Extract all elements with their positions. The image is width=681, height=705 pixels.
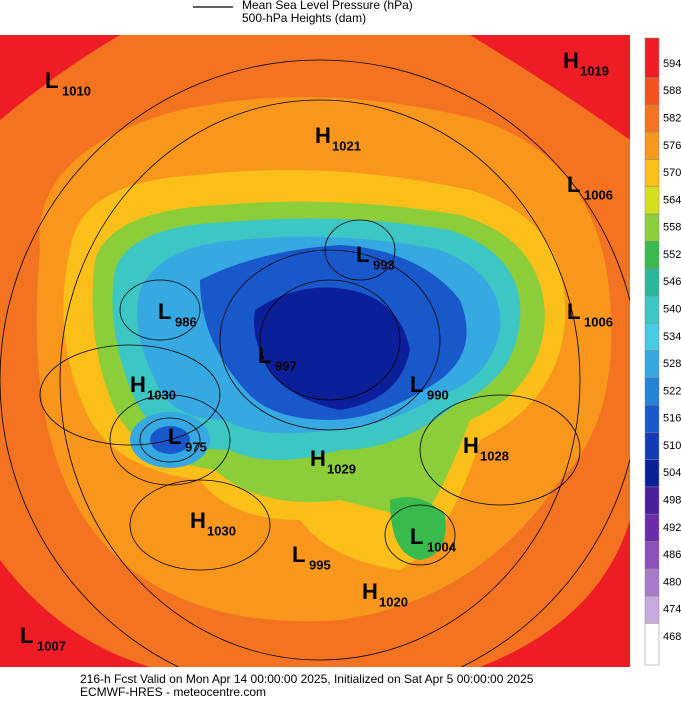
colorbar-label: 492 bbox=[663, 522, 681, 534]
colorbar-label: 582 bbox=[663, 112, 681, 124]
center-value: 990 bbox=[427, 387, 449, 402]
colorbar-box bbox=[644, 268, 660, 297]
colorbar-box bbox=[644, 159, 660, 188]
legend-label: Mean Sea Level Pressure (hPa) bbox=[242, 0, 413, 12]
center-letter: H bbox=[310, 446, 326, 471]
center-letter: L bbox=[410, 372, 423, 397]
center-letter: L bbox=[410, 524, 423, 549]
colorbar-box bbox=[644, 623, 660, 666]
center-letter: H bbox=[563, 48, 579, 73]
colorbar-box bbox=[644, 459, 660, 488]
center-letter: H bbox=[463, 433, 479, 458]
colorbar-label: 480 bbox=[663, 576, 681, 588]
colorbar-label: 486 bbox=[663, 549, 681, 561]
colorbar-label: 528 bbox=[663, 358, 681, 370]
colorbar-label: 576 bbox=[663, 140, 681, 152]
colorbar-box bbox=[644, 595, 660, 624]
colorbar-label: 498 bbox=[663, 494, 681, 506]
colorbar-label: 570 bbox=[663, 167, 681, 179]
colorbar-label: 516 bbox=[663, 413, 681, 425]
colorbar-box bbox=[644, 432, 660, 460]
colorbar-box bbox=[644, 295, 660, 324]
colorbar-box bbox=[644, 77, 660, 106]
center-value: 1004 bbox=[427, 539, 457, 554]
center-letter: H bbox=[190, 508, 206, 533]
center-value: 975 bbox=[185, 439, 207, 454]
colorbar-box bbox=[644, 213, 660, 242]
colorbar-label: 534 bbox=[663, 331, 681, 343]
center-value: 997 bbox=[275, 358, 297, 373]
colorbar-label: 552 bbox=[663, 249, 681, 261]
center-value: 1006 bbox=[584, 314, 613, 329]
colorbar-label: 564 bbox=[663, 194, 681, 206]
center-letter: L bbox=[356, 242, 369, 267]
center-letter: L bbox=[20, 623, 33, 648]
legend-label: 500-hPa Heights (dam) bbox=[242, 11, 366, 25]
colorbar-label: 540 bbox=[663, 303, 681, 315]
colorbar-box bbox=[644, 513, 660, 542]
colorbar-label: 468 bbox=[663, 631, 681, 643]
center-value: 1030 bbox=[207, 523, 236, 538]
center-letter: H bbox=[315, 123, 331, 148]
center-value: 993 bbox=[373, 257, 395, 272]
colorbar-box bbox=[644, 350, 660, 379]
height-band bbox=[390, 497, 446, 560]
center-letter: L bbox=[45, 68, 58, 93]
center-letter: L bbox=[567, 172, 580, 197]
colorbar-box bbox=[644, 541, 660, 570]
colorbar-box bbox=[644, 404, 660, 433]
colorbar-label: 522 bbox=[663, 385, 681, 397]
center-value: 1019 bbox=[580, 63, 609, 78]
footer-text: ECMWF-HRES - meteocentre.com bbox=[80, 685, 266, 699]
center-value: 986 bbox=[175, 314, 197, 329]
isobars bbox=[0, 59, 630, 667]
footer-text: 216-h Fcst Valid on Mon Apr 14 00:00:00 … bbox=[80, 672, 534, 686]
center-letter: H bbox=[362, 579, 378, 604]
colorbar-label: 504 bbox=[663, 467, 681, 479]
colorbar-box bbox=[644, 37, 660, 78]
colorbar-box bbox=[644, 377, 660, 406]
colorbar-box bbox=[644, 486, 660, 515]
height-band bbox=[254, 287, 410, 410]
colorbar-label: 594 bbox=[663, 58, 681, 70]
center-value: 995 bbox=[309, 557, 331, 572]
center-value: 1010 bbox=[62, 83, 91, 98]
colorbar-box bbox=[644, 186, 660, 215]
colorbar-label: 510 bbox=[663, 440, 681, 452]
colorbar-box bbox=[644, 568, 660, 597]
center-letter: H bbox=[130, 372, 146, 397]
map bbox=[0, 35, 630, 667]
colorbar-box bbox=[644, 131, 660, 160]
colorbar-box bbox=[644, 322, 660, 351]
center-value: 1006 bbox=[584, 187, 613, 202]
center-value: 1028 bbox=[480, 448, 509, 463]
center-letter: L bbox=[292, 542, 305, 567]
center-value: 1030 bbox=[147, 387, 176, 402]
center-letter: L bbox=[258, 343, 271, 368]
colorbar-box bbox=[644, 104, 660, 133]
colorbar-label: 588 bbox=[663, 85, 681, 97]
colorbar-box bbox=[644, 241, 660, 269]
colorbar-label: 546 bbox=[663, 276, 681, 288]
center-value: 1029 bbox=[327, 461, 356, 476]
colorbar: 594 588 582 576 570 564 558 552 546 540 534 528 522 5… bbox=[644, 37, 681, 666]
colorbar-label: 558 bbox=[663, 222, 681, 234]
colorbar-label: 474 bbox=[663, 604, 681, 616]
center-letter: L bbox=[168, 424, 181, 449]
center-value: 1007 bbox=[37, 638, 66, 653]
center-letter: L bbox=[567, 299, 580, 324]
center-value: 1020 bbox=[379, 594, 408, 609]
center-letter: L bbox=[158, 299, 171, 324]
center-value: 1021 bbox=[332, 138, 361, 153]
